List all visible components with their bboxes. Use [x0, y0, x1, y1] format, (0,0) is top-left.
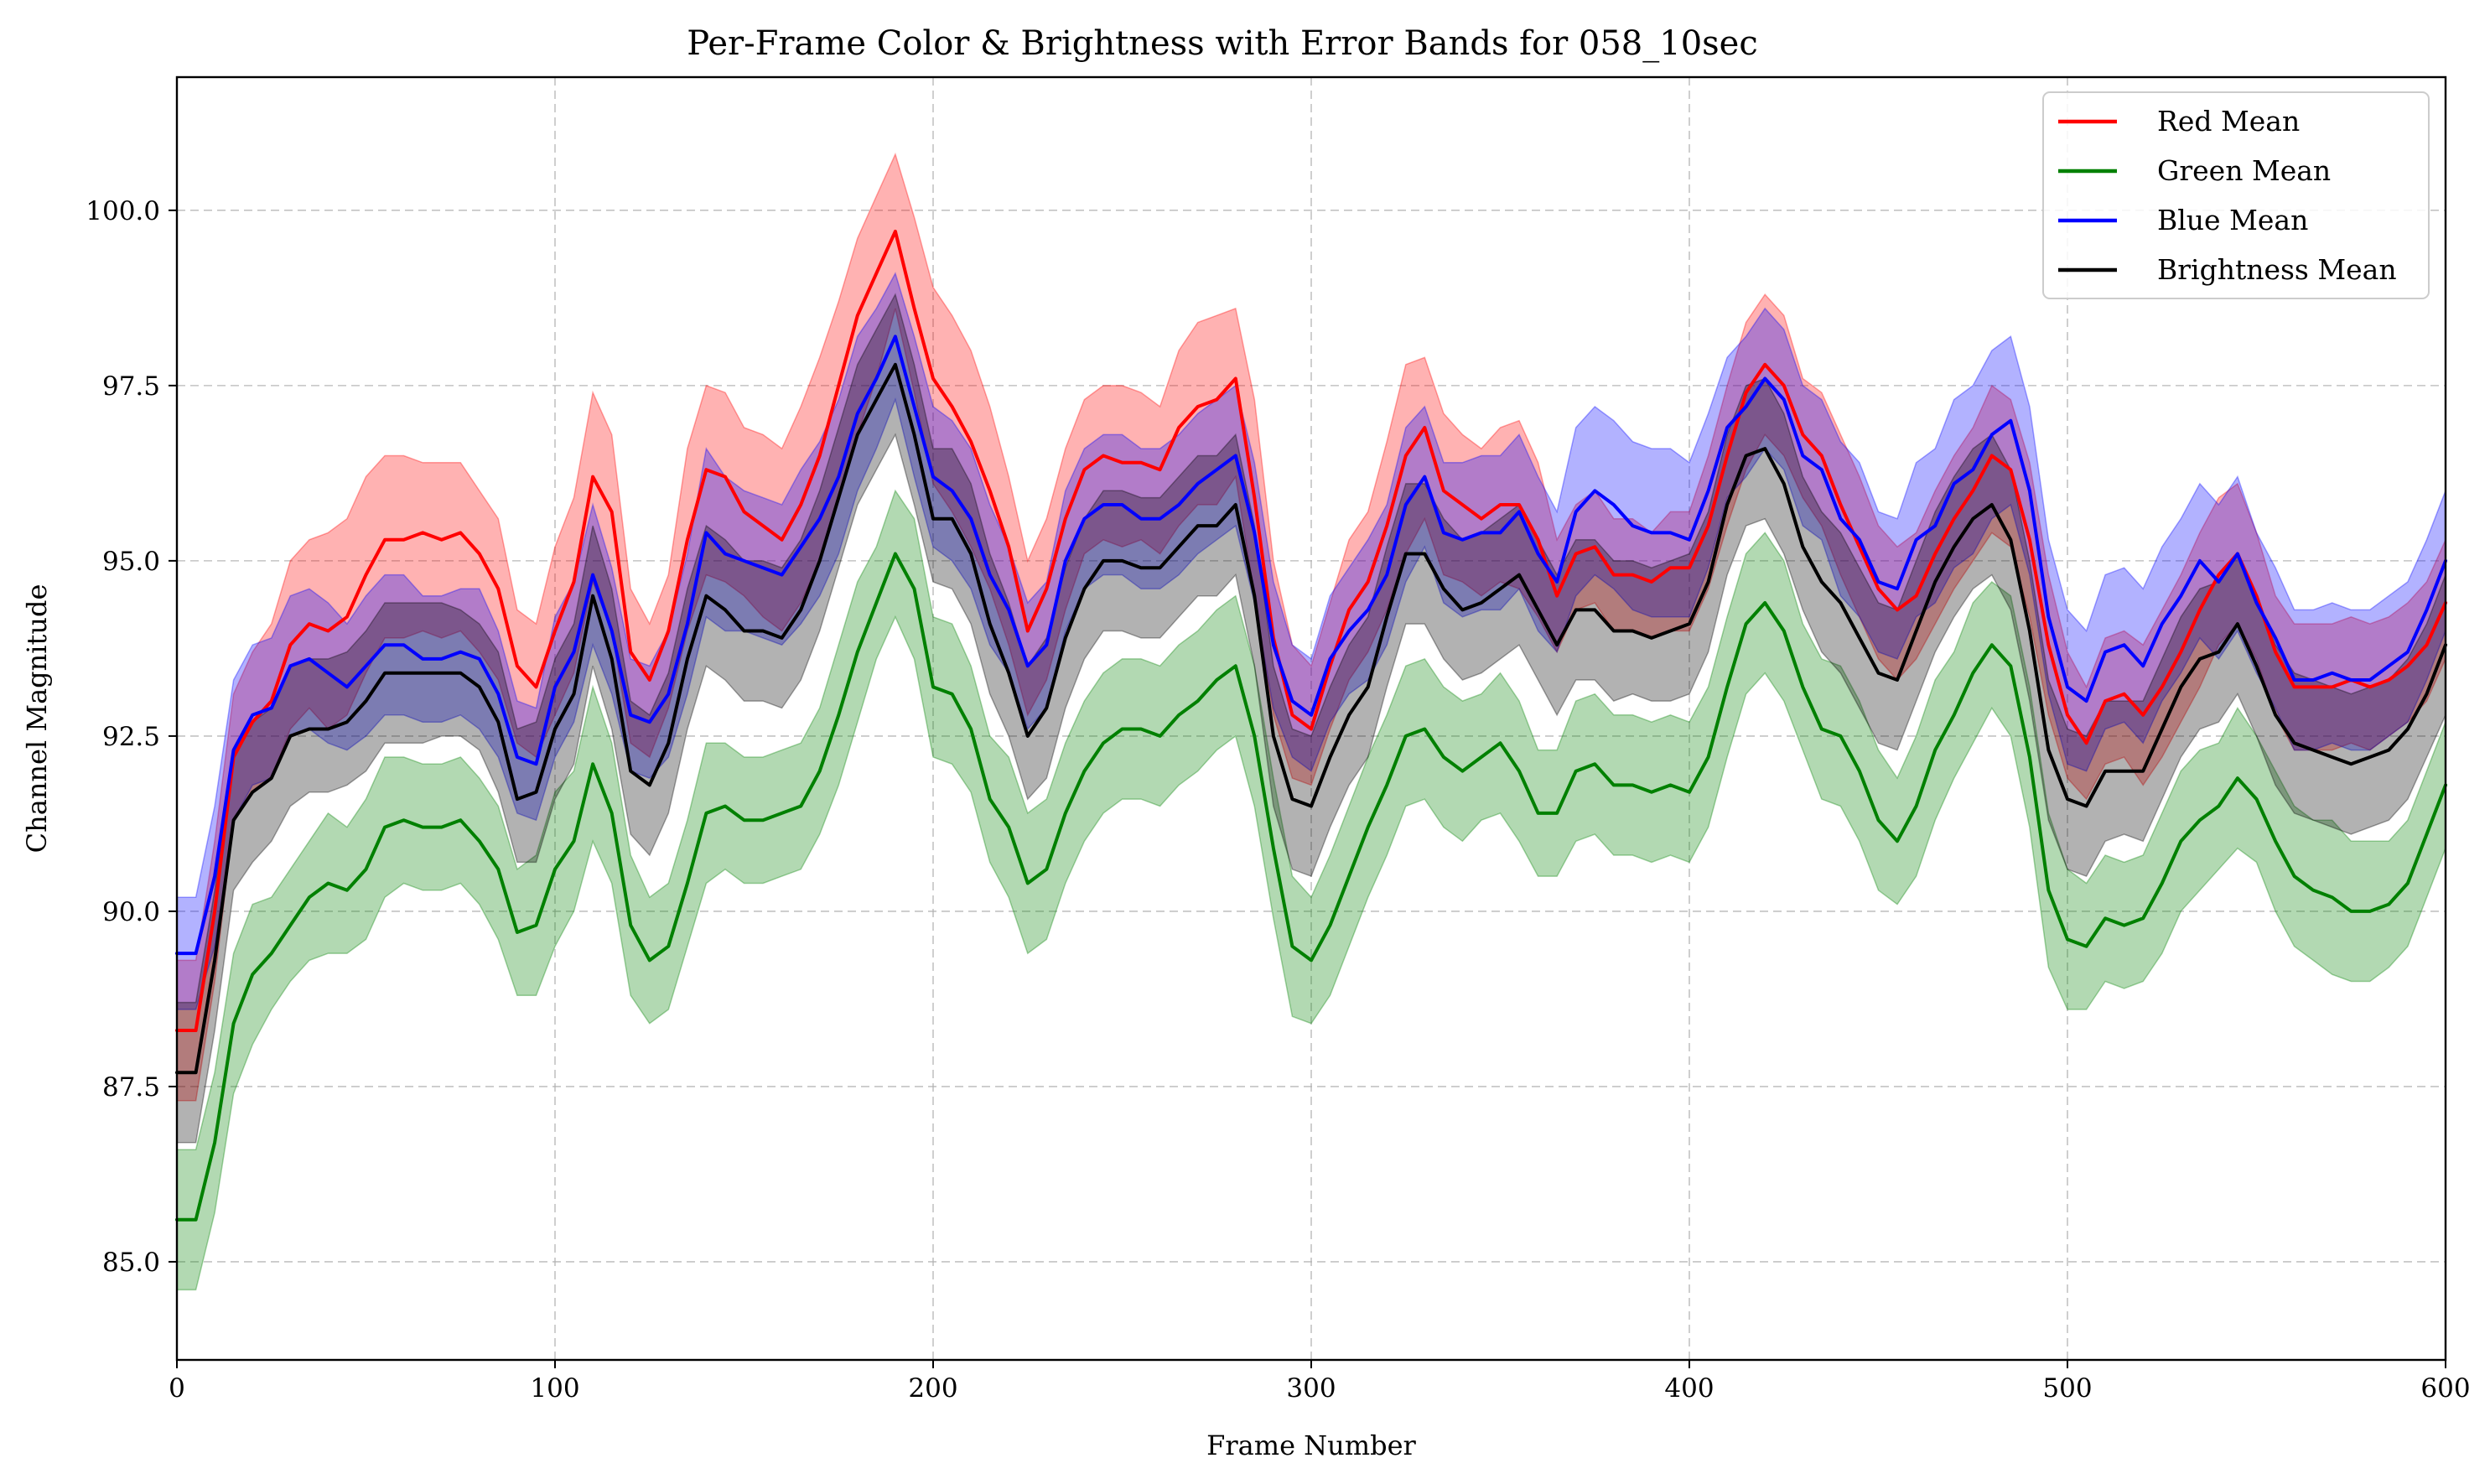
x-tick-label-1: 100	[530, 1373, 579, 1404]
x-tick-label-2: 200	[908, 1373, 957, 1404]
chart-title: Per-Frame Color & Brightness with Error …	[687, 24, 1758, 63]
y-axis-ticks: 85.0 87.5 90.0 92.5 95.0 97.5 100.0	[86, 196, 177, 1278]
brightness-mean-line	[175, 362, 2447, 1075]
mean-lines	[175, 229, 2447, 1222]
x-tick-label-6: 600	[2420, 1373, 2470, 1404]
legend-label-green-mean: Green Mean	[2157, 154, 2331, 187]
x-tick-label-5: 500	[2042, 1373, 2092, 1404]
x-tick-label-3: 300	[1286, 1373, 1336, 1404]
y-axis-title: Channel Magnitude	[21, 584, 53, 854]
red-mean-line	[175, 229, 2447, 1032]
x-axis-title: Frame Number	[1206, 1430, 1416, 1461]
y-tick-label-5: 97.5	[102, 371, 160, 402]
legend-label-blue-mean: Blue Mean	[2157, 204, 2308, 236]
x-tick-label-0: 0	[169, 1373, 185, 1404]
y-tick-label-3: 92.5	[102, 722, 160, 752]
grid	[176, 77, 2446, 1360]
x-axis-ticks: 0 100 200 300 400 500 600	[169, 1360, 2471, 1404]
y-tick-label-2: 90.0	[102, 897, 160, 927]
blue-mean-line	[175, 335, 2447, 956]
y-tick-label-6: 100.0	[86, 196, 160, 226]
green-mean-line	[175, 552, 2447, 1222]
y-tick-label-0: 85.0	[102, 1248, 160, 1278]
legend: Red Mean Green Mean Blue Mean Brightness Me…	[2042, 91, 2430, 299]
y-tick-label-4: 95.0	[102, 547, 160, 577]
x-tick-label-4: 400	[1664, 1373, 1714, 1404]
legend-box	[2042, 91, 2430, 299]
legend-label-red-mean: Red Mean	[2157, 105, 2300, 138]
legend-label-brightness-mean: Brightness Mean	[2157, 253, 2397, 286]
y-tick-label-1: 87.5	[102, 1072, 160, 1103]
